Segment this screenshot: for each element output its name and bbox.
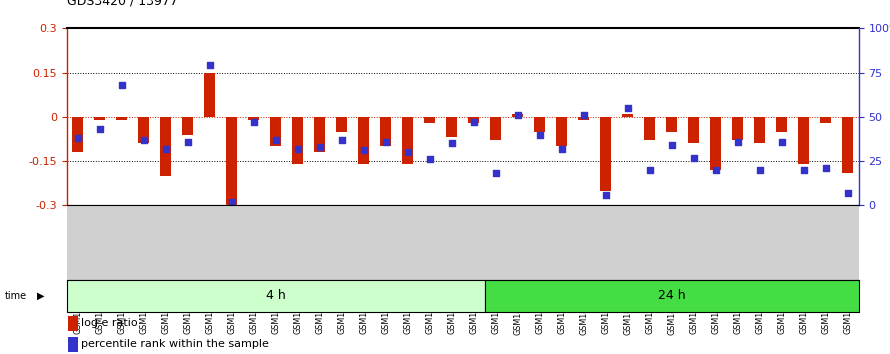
Bar	[490, 117, 501, 141]
Bar	[622, 114, 634, 117]
Point	[489, 171, 503, 176]
Point	[378, 139, 392, 144]
Bar	[117, 117, 127, 120]
Point	[797, 167, 811, 173]
Point	[643, 167, 657, 173]
Bar	[556, 117, 567, 146]
Bar	[601, 117, 611, 190]
Bar	[732, 117, 743, 141]
Point	[731, 139, 745, 144]
Bar	[644, 117, 655, 141]
Bar	[798, 117, 809, 164]
Point	[599, 192, 613, 198]
Text: 4 h: 4 h	[266, 289, 286, 302]
Bar	[710, 117, 721, 170]
Bar	[425, 117, 435, 123]
Bar	[205, 73, 215, 117]
Point	[445, 141, 459, 146]
Point	[533, 132, 547, 137]
Point	[687, 155, 701, 160]
Point	[841, 190, 855, 196]
Text: ▶: ▶	[37, 291, 44, 301]
Point	[224, 199, 239, 205]
Point	[115, 82, 129, 88]
Bar	[314, 117, 325, 152]
Point	[400, 149, 415, 155]
Bar	[69, 337, 77, 352]
Bar	[160, 117, 171, 176]
Bar	[842, 117, 854, 173]
Point	[291, 146, 305, 152]
Bar	[446, 117, 457, 137]
Point	[708, 167, 723, 173]
Point	[181, 139, 195, 144]
Bar	[667, 117, 677, 132]
Bar	[776, 117, 788, 132]
Bar	[513, 114, 523, 117]
FancyBboxPatch shape	[67, 280, 485, 312]
Point	[203, 63, 217, 68]
Point	[753, 167, 767, 173]
Point	[774, 139, 789, 144]
Bar	[688, 117, 700, 143]
Point	[423, 156, 437, 162]
Bar	[94, 117, 105, 120]
Point	[247, 119, 261, 125]
Bar	[534, 117, 546, 132]
Point	[819, 165, 833, 171]
Point	[554, 146, 569, 152]
Bar	[359, 117, 369, 164]
Text: time: time	[4, 291, 27, 301]
Text: 24 h: 24 h	[658, 289, 685, 302]
Bar	[755, 117, 765, 143]
Point	[158, 146, 173, 152]
Point	[312, 144, 327, 150]
Text: GDS3420 / 13977: GDS3420 / 13977	[67, 0, 178, 7]
Bar	[578, 117, 589, 120]
Point	[665, 142, 679, 148]
Point	[93, 126, 107, 132]
Bar	[821, 117, 831, 123]
Text: percentile rank within the sample: percentile rank within the sample	[81, 339, 269, 349]
Bar	[271, 117, 281, 146]
Point	[269, 137, 283, 143]
Point	[335, 137, 349, 143]
Bar	[138, 117, 150, 143]
Bar	[72, 117, 84, 152]
Point	[577, 112, 591, 118]
Bar	[402, 117, 413, 164]
Point	[357, 148, 371, 153]
Bar	[380, 117, 392, 146]
Bar	[248, 117, 259, 120]
Text: log e ratio: log e ratio	[81, 318, 138, 328]
Bar	[69, 316, 77, 331]
Point	[511, 112, 525, 118]
Bar	[336, 117, 347, 132]
Point	[70, 135, 85, 141]
Bar	[468, 117, 480, 123]
Bar	[226, 117, 238, 205]
Point	[466, 119, 481, 125]
Point	[620, 105, 635, 111]
FancyBboxPatch shape	[485, 280, 859, 312]
Point	[137, 137, 151, 143]
Bar	[182, 117, 193, 135]
Bar	[292, 117, 303, 164]
